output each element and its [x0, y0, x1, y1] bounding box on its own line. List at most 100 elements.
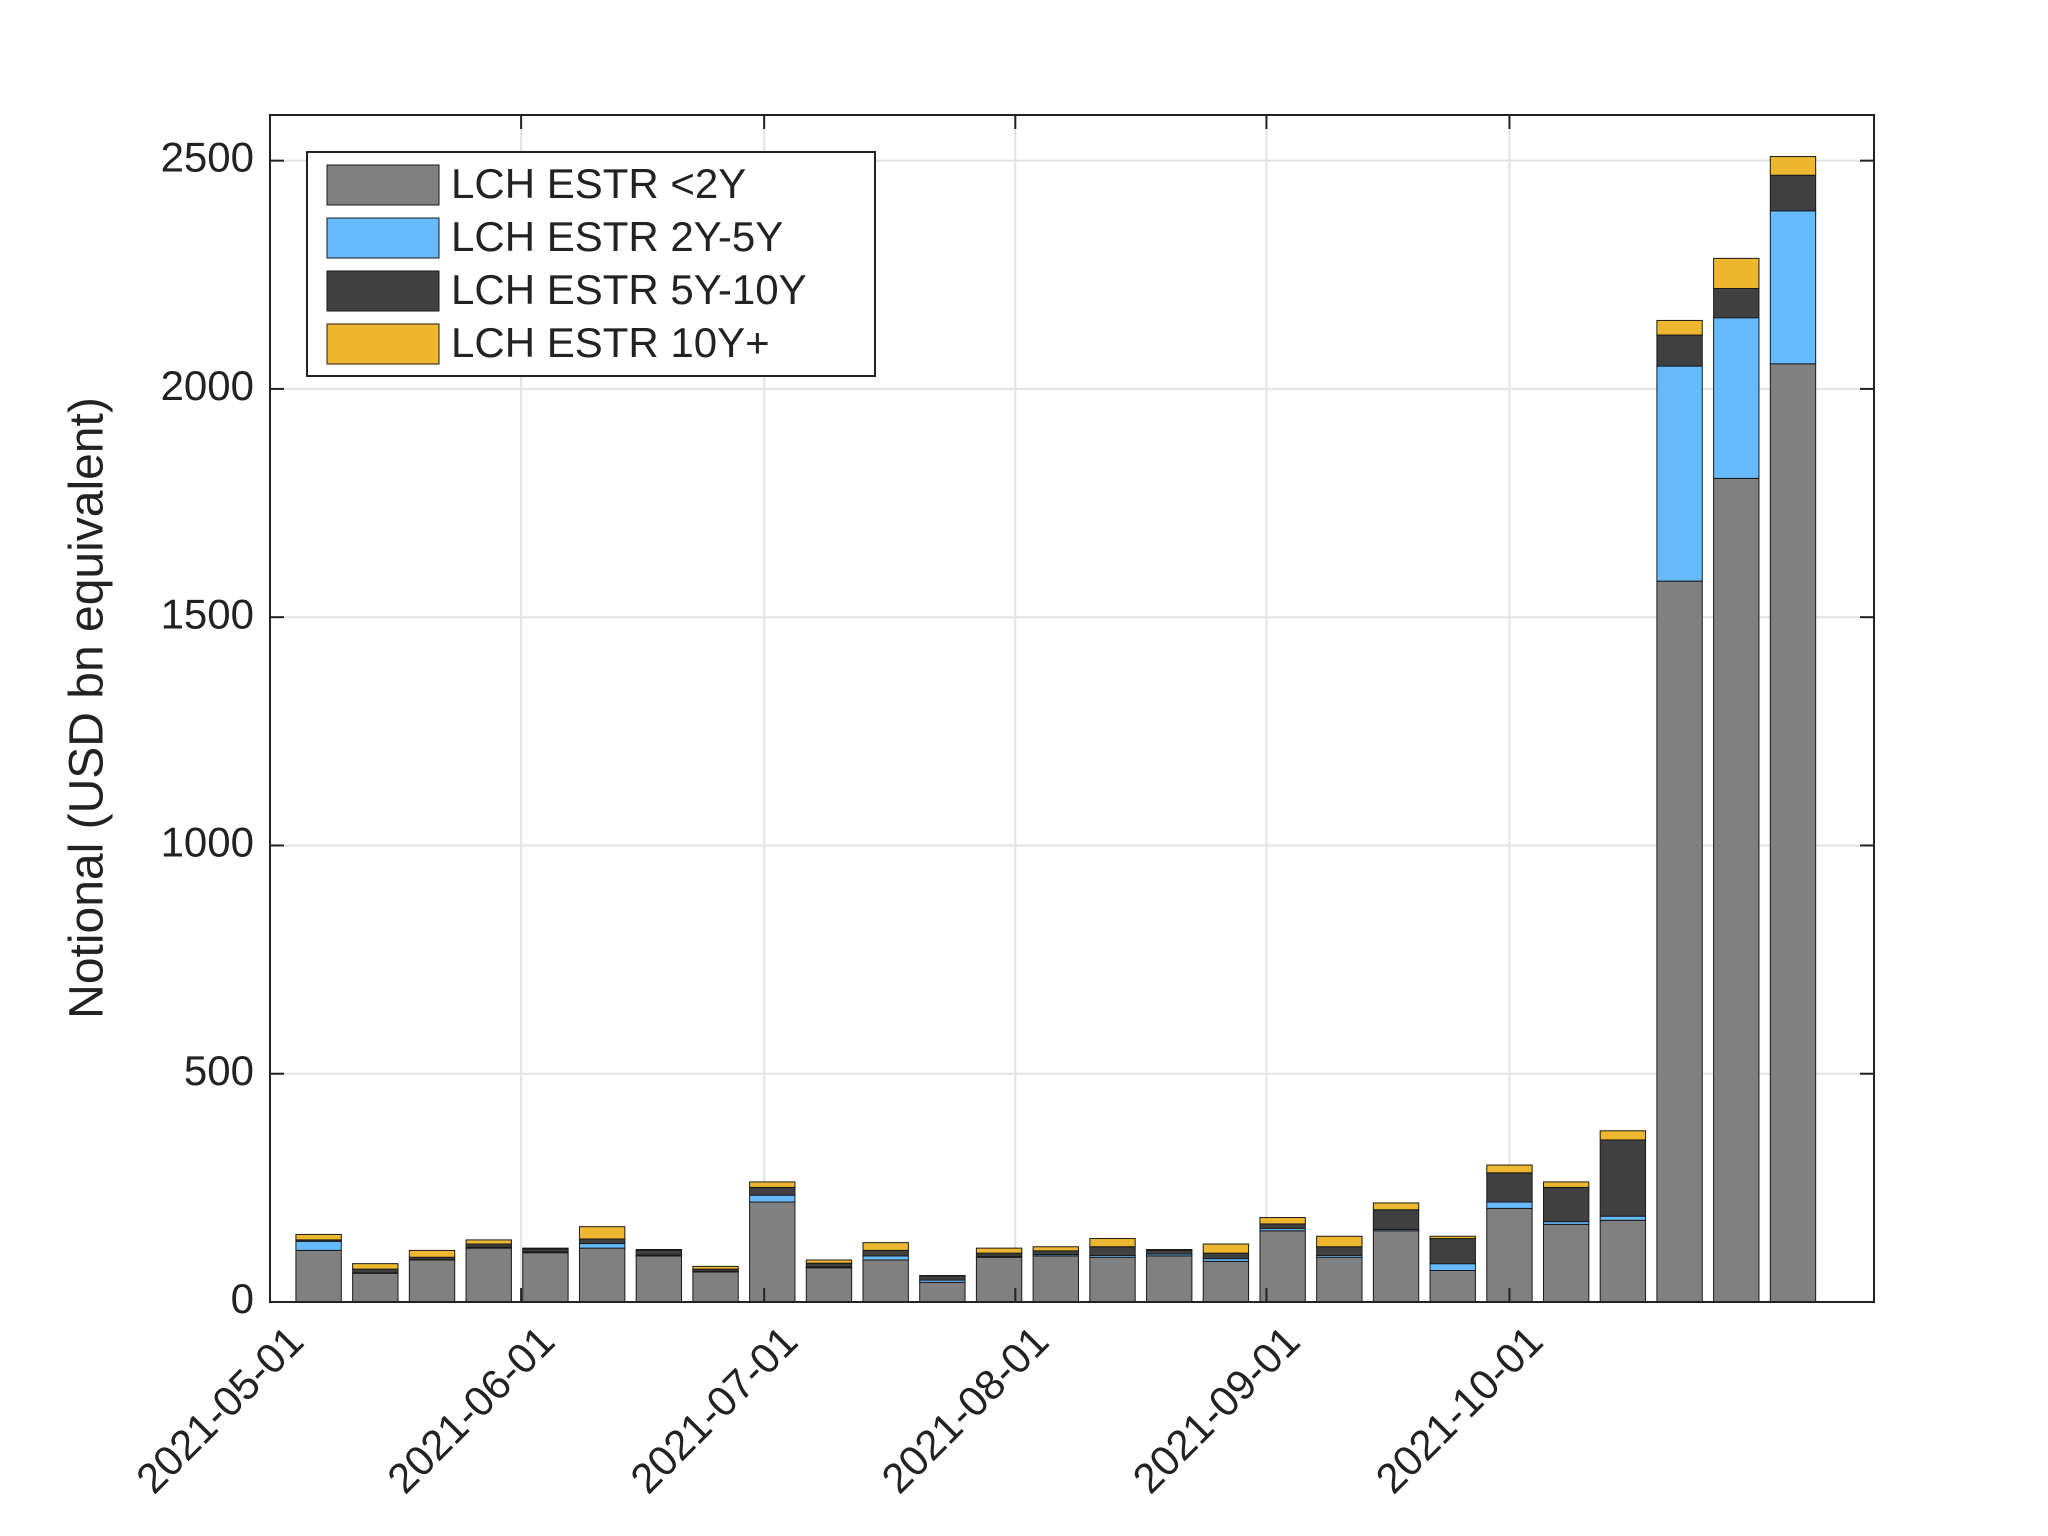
x-tick-label: 2021-08-01 [872, 1317, 1057, 1502]
bar-segment [805, 1259, 853, 1264]
legend-label: LCH ESTR 2Y-5Y [451, 213, 783, 260]
bar-segment [805, 1267, 853, 1303]
bar-segment [1769, 156, 1817, 176]
bar-segment [1599, 1219, 1647, 1303]
bar-segment [295, 1240, 342, 1251]
bar-segment [1599, 1139, 1647, 1217]
legend-swatch [326, 217, 440, 259]
bar-segment [635, 1248, 683, 1251]
bar-segment [1713, 317, 1760, 479]
bar-segment [1599, 1130, 1647, 1141]
bar-segment [749, 1181, 796, 1188]
bar-segment [1486, 1207, 1533, 1303]
bar-segment [1713, 287, 1760, 319]
bar-segment [408, 1259, 456, 1303]
bar-segment [1202, 1243, 1250, 1254]
legend-label: LCH ESTR 5Y-10Y [451, 266, 807, 313]
bar-segment [1769, 174, 1817, 212]
x-tick-label: 2021-09-01 [1123, 1317, 1308, 1502]
bar-segment [1713, 477, 1760, 1303]
x-tick-label: 2021-06-01 [378, 1317, 563, 1502]
bar-segment [352, 1268, 399, 1274]
bar-segment [1316, 1235, 1363, 1248]
bar-segment [352, 1263, 399, 1270]
bar-segment [1202, 1260, 1250, 1303]
y-tick-label: 0 [231, 1275, 254, 1322]
bar-segment [1429, 1269, 1476, 1303]
bar-segment [465, 1247, 512, 1303]
bar-segment [578, 1243, 626, 1249]
bar-segment [1429, 1263, 1476, 1271]
bar-segment [749, 1194, 796, 1203]
bar-segment [578, 1226, 626, 1240]
bar-segment [1656, 319, 1703, 336]
bar-segment [1486, 1201, 1533, 1209]
bar-segment [1202, 1252, 1250, 1260]
bar-segment [1429, 1235, 1476, 1240]
y-tick-label: 1000 [161, 819, 254, 866]
legend-swatch [326, 164, 440, 206]
bar-segment [1769, 363, 1817, 1303]
legend-swatch [326, 323, 440, 365]
y-axis-label: Notional (USD bn equivalent) [61, 397, 114, 1019]
bar-segment [578, 1247, 626, 1303]
bar-segment [1599, 1215, 1647, 1221]
bar-segment [522, 1247, 569, 1250]
bar-segment [749, 1186, 796, 1196]
bar-segment [1146, 1248, 1193, 1251]
bar-segment [1429, 1238, 1476, 1265]
x-tick-label: 2021-07-01 [621, 1317, 806, 1502]
x-tick-label: 2021-05-01 [127, 1317, 312, 1502]
bar-segment [295, 1233, 342, 1241]
bar-segment [919, 1275, 966, 1281]
bar-segment [1542, 1223, 1590, 1303]
bar-segment [578, 1238, 626, 1245]
bar-segment [408, 1249, 456, 1258]
bar-segment [805, 1262, 853, 1268]
bar-segment [1146, 1249, 1193, 1255]
bar-segment [1769, 210, 1817, 365]
bar-segment [862, 1255, 909, 1261]
bar-segment [352, 1272, 399, 1303]
y-tick-label: 500 [184, 1047, 254, 1094]
bar-segment [749, 1201, 796, 1303]
y-tick-label: 1500 [161, 590, 254, 637]
bar-segment [1656, 334, 1703, 367]
bar-segment [1713, 257, 1760, 289]
bar-segment [635, 1249, 683, 1256]
bar-segment [1089, 1256, 1136, 1303]
bar-segment [1316, 1246, 1363, 1256]
bar-segment [919, 1281, 966, 1303]
bar-segment [1089, 1238, 1136, 1248]
bar-segment [295, 1249, 342, 1303]
bar-segment [862, 1249, 909, 1257]
bar-segment [1656, 580, 1703, 1303]
y-tick-label: 2500 [161, 134, 254, 181]
bar-segment [1316, 1256, 1363, 1303]
x-tick-label: 2021-10-01 [1367, 1317, 1552, 1502]
bar-segment [1259, 1217, 1306, 1225]
bar-segment [1372, 1202, 1420, 1211]
bar-segment [1089, 1246, 1136, 1256]
bar-segment [465, 1239, 512, 1245]
bar-segment [692, 1265, 739, 1270]
legend-swatch [326, 270, 440, 312]
bar-segment [975, 1256, 1023, 1303]
bar-segment [1486, 1172, 1533, 1203]
bar-segment [522, 1252, 569, 1303]
bar-segment [1542, 1181, 1590, 1188]
bar-segment [1032, 1246, 1079, 1252]
bar-segment [975, 1247, 1023, 1254]
bar-segment [1656, 365, 1703, 582]
axes-box [269, 114, 1875, 1303]
bar-segment [1032, 1255, 1079, 1303]
bar-segment [862, 1259, 909, 1303]
legend-label: LCH ESTR <2Y [451, 160, 746, 207]
bar-segment [1032, 1250, 1079, 1256]
y-tick-label: 2000 [161, 362, 254, 409]
legend-label: LCH ESTR 10Y+ [451, 319, 770, 366]
bar-segment [1259, 1223, 1306, 1229]
bar-segment [1372, 1209, 1420, 1230]
